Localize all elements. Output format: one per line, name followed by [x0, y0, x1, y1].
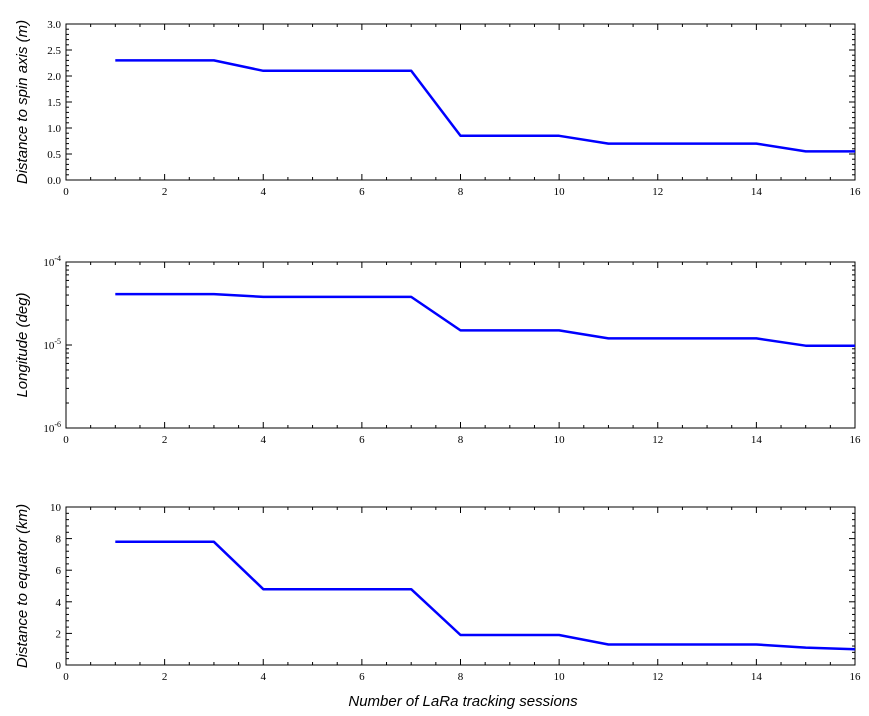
y-tick-label: 0.0 [47, 175, 61, 187]
x-tick-label: 0 [63, 671, 69, 683]
plot-frame [65, 506, 856, 666]
y-tick-label: 10-4 [43, 254, 61, 269]
y-tick-label: 2.5 [47, 45, 61, 57]
panel-equator: 0 2 4 6 8 10 12 14 16 0 2 4 6 8 10 Distance to equator … [14, 502, 861, 683]
x-tick-label: 12 [652, 186, 663, 198]
x-tick-label: 0 [63, 434, 69, 446]
x-tick-label: 6 [359, 186, 365, 198]
x-tick-label: 0 [63, 186, 69, 198]
panel-longitude: 0 2 4 6 8 10 12 14 16 10-6 10-5 10-4 Longitude (deg) [14, 254, 861, 446]
y-tick-label: 0 [56, 660, 62, 672]
plot-frame [65, 23, 856, 181]
series-line [115, 292, 855, 347]
y-tick-label: 0.5 [47, 149, 61, 161]
series-line [115, 540, 856, 651]
x-tick-label: 10 [554, 434, 566, 446]
x-tick-label: 12 [652, 434, 663, 446]
y-tick-label: 8 [56, 534, 62, 546]
y-axis-title: Distance to equator (km) [14, 504, 31, 668]
x-tick-label: 4 [261, 186, 267, 198]
x-tick-label: 16 [850, 186, 862, 198]
x-tick-label: 8 [458, 434, 464, 446]
y-axis-title: Distance to spin axis (m) [14, 20, 31, 184]
x-tick-label: 14 [751, 186, 763, 198]
x-tick-label: 6 [359, 671, 365, 683]
x-tick-label: 10 [554, 186, 566, 198]
x-tick-label: 14 [751, 671, 763, 683]
plot-frame [65, 261, 856, 429]
x-tick-label: 6 [359, 434, 365, 446]
x-tick-label: 2 [162, 671, 168, 683]
y-tick-label: 1.0 [47, 123, 61, 135]
x-axis-title: Number of LaRa tracking sessions [348, 693, 578, 710]
x-tick-label: 12 [652, 671, 663, 683]
y-tick-label: 6 [56, 565, 62, 577]
y-tick-label: 10 [50, 502, 62, 514]
x-tick-label: 4 [261, 434, 267, 446]
series-line [115, 59, 855, 153]
y-tick-label: 3.0 [47, 19, 61, 31]
y-tick-label: 10-6 [43, 420, 61, 435]
x-tick-label: 16 [850, 434, 862, 446]
x-tick-label: 8 [458, 671, 464, 683]
y-tick-label: 2 [56, 628, 62, 640]
x-tick-label: 4 [261, 671, 267, 683]
x-tick-label: 8 [458, 186, 464, 198]
y-tick-label: 1.5 [47, 97, 61, 109]
panel-spin-axis: 0 2 4 6 8 10 12 14 16 0.0 0.5 1.0 1.5 2.0 2.5 3.0 Distan… [14, 19, 861, 198]
x-tick-label: 2 [162, 434, 168, 446]
x-tick-label: 10 [554, 671, 566, 683]
x-tick-label: 16 [850, 671, 862, 683]
y-tick-label: 2.0 [47, 71, 61, 83]
y-tick-label: 10-5 [43, 337, 61, 352]
y-tick-label: 4 [56, 597, 62, 609]
y-axis-title: Longitude (deg) [14, 292, 31, 397]
x-tick-label: 14 [751, 434, 763, 446]
x-tick-label: 2 [162, 186, 168, 198]
